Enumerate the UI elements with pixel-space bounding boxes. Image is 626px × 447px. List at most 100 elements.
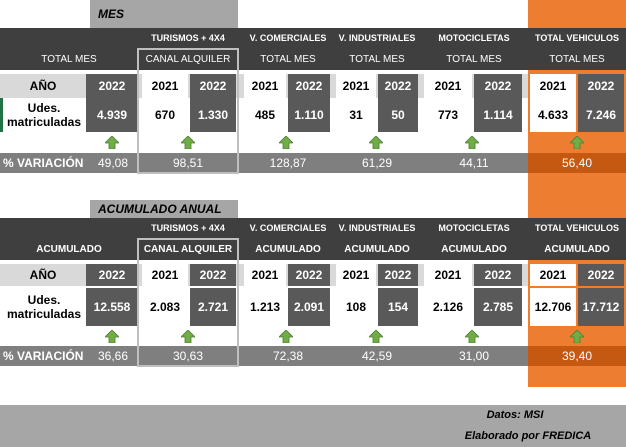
acumulado-udes-label-line1: Udes. (27, 293, 61, 307)
acumulado-value-industriales-b: 154 (378, 288, 418, 326)
acumulado-group-turismos: TURISMOS + 4X4 (138, 218, 238, 238)
acumulado-sub-comerciales: ACUMULADO (242, 238, 334, 260)
mes-udes-label-line1: Udes. (27, 101, 61, 115)
green-up-arrow-icon (279, 330, 293, 343)
mes-value-industriales-a: 31 (336, 98, 376, 132)
mes-group-motocicletas: MOTOCICLETAS (420, 28, 528, 48)
acumulado-udes-label-line2: matriculadas (6, 307, 82, 321)
acumulado-sub-motocicletas: ACUMULADO (420, 238, 528, 260)
mes-group-industriales: V. INDUSTRIALES (334, 28, 420, 48)
mes-variacion-comerciales: 128,87 (242, 153, 334, 173)
acumulado-year-industriales-a: 2021 (336, 264, 376, 286)
mes-variacion-motocicletas: 44,11 (420, 153, 528, 173)
green-up-arrow-icon (369, 330, 383, 343)
mes-value-canal-a: 670 (142, 98, 188, 132)
mes-group-comerciales: V. COMERCIALES (242, 28, 334, 48)
mes-sub-motocicletas: TOTAL MES (420, 48, 528, 70)
acumulado-group-motocicletas: MOTOCICLETAS (420, 218, 528, 238)
acumulado-year-motocicletas-a: 2021 (424, 264, 472, 286)
mes-anio-label: AÑO (0, 74, 86, 98)
acumulado-variacion-label: % VARIACIÓN (0, 346, 88, 366)
mes-canal-alquiler-frame (137, 48, 239, 174)
green-up-arrow-icon (279, 136, 293, 149)
mes-value-motocicletas-b: 1.114 (474, 98, 522, 132)
acumulado-group-comerciales: V. COMERCIALES (242, 218, 334, 238)
mes-value-comerciales-a: 485 (244, 98, 286, 132)
mes-value-comerciales-b: 1.110 (288, 98, 330, 132)
acumulado-canal-alquiler-frame (137, 238, 239, 367)
mes-value-industriales-b: 50 (378, 98, 418, 132)
acumulado-value-canal-b: 2.721 (190, 288, 236, 326)
acumulado-value-industriales-a: 108 (336, 288, 376, 326)
mes-sub-total: TOTAL MES (528, 48, 626, 70)
mes-udes-label-line2: matriculadas (6, 115, 82, 129)
acumulado-year-comerciales-a: 2021 (244, 264, 286, 286)
acumulado-year-turismos-total: 2022 (86, 264, 138, 286)
mes-value-canal-b: 1.330 (190, 98, 236, 132)
mes-group-turismos: TURISMOS + 4X4 (138, 28, 238, 48)
mes-group-total: TOTAL VEHICULOS (528, 28, 626, 48)
acumulado-udes-label: Udes. matriculadas (4, 290, 84, 324)
mes-value-total-b: 7.246 (578, 98, 624, 132)
mes-variacion-total: 56,40 (528, 153, 626, 173)
mes-sub-industriales: TOTAL MES (334, 48, 420, 70)
acumulado-variacion-industriales: 42,59 (334, 346, 420, 366)
acumulado-year-comerciales-b: 2022 (288, 264, 330, 286)
acumulado-anio-label: AÑO (0, 264, 86, 286)
acumulado-value-motocicletas-b: 2.785 (474, 288, 522, 326)
acumulado-value-canal-a: 2.083 (142, 288, 188, 326)
mes-year-total-b: 2022 (578, 74, 624, 98)
mes-year-motocicletas-b: 2022 (474, 74, 522, 98)
acumulado-title-band (90, 200, 238, 218)
green-up-arrow-icon (105, 330, 119, 343)
green-up-arrow-icon (570, 136, 584, 149)
mes-year-comerciales-b: 2022 (288, 74, 330, 98)
acumulado-section-title: ACUMULADO ANUAL (98, 202, 222, 216)
acumulado-year-industriales-b: 2022 (378, 264, 418, 286)
acumulado-variacion-turismos-total: 36,66 (88, 346, 138, 366)
green-up-arrow-icon (570, 330, 584, 343)
mes-year-canal-b: 2022 (190, 74, 236, 98)
footer-band (0, 405, 626, 447)
mes-section-title: MES (98, 7, 125, 21)
mes-sub-comerciales: TOTAL MES (242, 48, 334, 70)
mes-udes-label: Udes. matriculadas (4, 100, 84, 130)
acumulado-group-industriales: V. INDUSTRIALES (334, 218, 420, 238)
acumulado-value-total-b: 17.712 (578, 288, 624, 326)
green-up-arrow-icon (105, 136, 119, 149)
mes-year-industriales-b: 2022 (378, 74, 418, 98)
acumulado-value-comerciales-a: 1.213 (244, 288, 286, 326)
acumulado-year-canal-a: 2021 (142, 264, 188, 286)
mes-year-canal-a: 2021 (142, 74, 188, 98)
mes-year-industriales-a: 2021 (336, 74, 376, 98)
acumulado-sub-turismos-total: ACUMULADO (0, 238, 138, 260)
mes-value-turismos-total: 4.939 (86, 98, 138, 132)
acumulado-variacion-total: 39,40 (528, 346, 626, 366)
acumulado-year-motocicletas-b: 2022 (474, 264, 522, 286)
mes-year-comerciales-a: 2021 (244, 74, 286, 98)
mes-sub-canal-alquiler: CANAL ALQUILER (138, 48, 238, 70)
mes-variacion-label: % VARIACIÓN (0, 153, 88, 173)
green-up-arrow-icon (181, 136, 195, 149)
acumulado-value-motocicletas-a: 2.126 (424, 288, 472, 326)
acumulado-group-total: TOTAL VEHICULOS (528, 218, 626, 238)
mes-title-band (90, 0, 238, 28)
acumulado-sub-total: ACUMULADO (528, 238, 626, 260)
green-up-arrow-icon (369, 136, 383, 149)
mes-value-total-a: 4.633 (530, 98, 576, 132)
mes-variacion-turismos-total: 49,08 (88, 153, 138, 173)
mes-variacion-canal: 98,51 (138, 153, 238, 173)
mes-year-motocicletas-a: 2021 (424, 74, 472, 98)
footer-elaborado: Elaborado por FREDICA (464, 430, 592, 442)
selected-row-marker (0, 98, 3, 132)
mes-year-turismos-total: 2022 (86, 74, 138, 98)
acumulado-value-turismos-total: 12.558 (86, 288, 138, 326)
acumulado-sub-canal-alquiler: CANAL ALQUILER (138, 238, 238, 260)
green-up-arrow-icon (181, 330, 195, 343)
acumulado-year-canal-b: 2022 (190, 264, 236, 286)
mes-year-total-a: 2021 (530, 74, 576, 98)
mes-sub-turismos-total: TOTAL MES (0, 48, 138, 70)
acumulado-sub-industriales: ACUMULADO (334, 238, 420, 260)
mes-value-motocicletas-a: 773 (424, 98, 472, 132)
